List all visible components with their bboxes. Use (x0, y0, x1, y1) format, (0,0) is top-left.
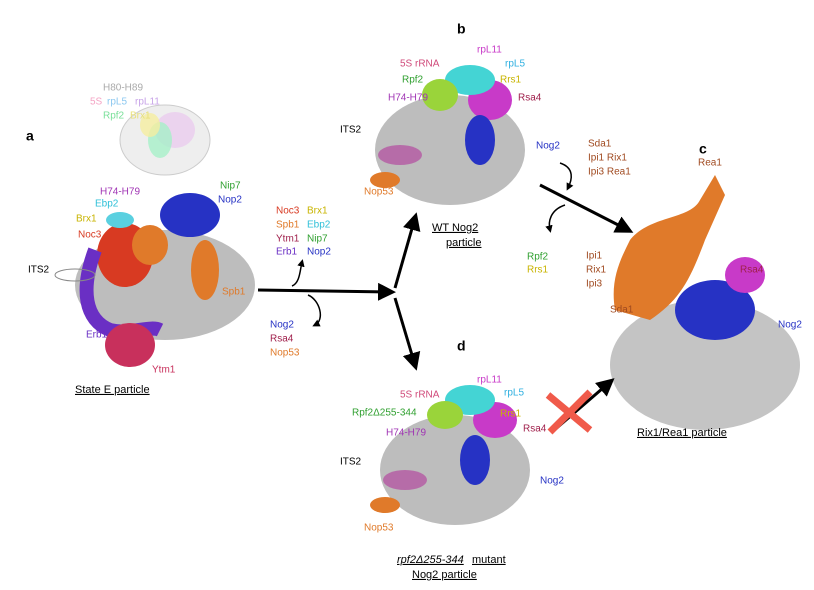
protein-label: Rrs1 (500, 409, 522, 420)
protein-label: rpL11 (477, 45, 502, 56)
protein-label: Sda1 (610, 305, 634, 316)
protein-label: Rrs1 (500, 75, 522, 86)
panel-letter: d (457, 338, 466, 354)
protein-label: Rpf2Δ255-344 (352, 408, 417, 419)
protein-label: Ebp2 (95, 199, 119, 210)
protein-label: Nop53 (364, 523, 394, 534)
joined-protein: Ipi3 Rea1 (588, 167, 631, 178)
caption: particle (446, 237, 481, 249)
protein-label: ITS2 (340, 125, 362, 136)
protein-label: 5S (90, 97, 103, 108)
protein-label: Nop2 (218, 195, 242, 206)
protein-label: H80-H89 (103, 83, 143, 94)
structure-d (370, 385, 530, 525)
panel-letter: a (26, 128, 34, 144)
panel-letter: c (699, 141, 707, 157)
caption: State E particle (75, 384, 150, 396)
protein-label: Spb1 (222, 287, 246, 298)
protein-label: ITS2 (340, 457, 362, 468)
protein-label: Rpf2 (103, 111, 125, 122)
released-protein: Nop2 (307, 247, 331, 258)
protein-label: Nop53 (364, 187, 394, 198)
protein-label: H74-H79 (388, 93, 428, 104)
protein-label: Rix1 (586, 265, 606, 276)
released-protein: Noc3 (276, 206, 300, 217)
caption: Rix1/Rea1 particle (637, 427, 727, 439)
blocked-mark (545, 389, 593, 435)
protein-label: rpL5 (504, 388, 524, 399)
joined-protein: Sda1 (588, 139, 612, 150)
protein-label: Ipi1 (586, 251, 603, 262)
released-protein: Ebp2 (307, 220, 331, 231)
protein-label: Rpf2 (402, 75, 424, 86)
structure-a (54, 104, 255, 367)
protein-label: Nog2 (536, 141, 560, 152)
released-protein: Brx1 (307, 206, 328, 217)
panel-letter: b (457, 21, 466, 37)
protein-label: Ytm1 (152, 365, 176, 376)
caption: mutant (472, 554, 506, 566)
protein-label: Nip7 (220, 181, 241, 192)
joined-protein: Nop53 (270, 348, 300, 359)
protein-label: rpL11 (135, 97, 160, 108)
protein-label: rpL11 (477, 375, 502, 386)
released-protein: Rrs1 (527, 265, 549, 276)
joined-protein: Rsa4 (270, 334, 294, 345)
caption: Nog2 particle (412, 569, 477, 581)
released-protein: Rpf2 (527, 252, 549, 263)
protein-label: H74-H79 (386, 428, 426, 439)
protein-label: Rsa4 (518, 93, 542, 104)
protein-label: Nog2 (778, 320, 802, 331)
protein-label: rpL5 (107, 97, 127, 108)
protein-label: 5S rRNA (400, 59, 440, 70)
joined-protein: Ipi1 Rix1 (588, 153, 627, 164)
protein-label: 5S rRNA (400, 390, 440, 401)
protein-label: Nog2 (540, 476, 564, 487)
protein-label: Erb1 (86, 330, 108, 341)
protein-label: Ipi3 (586, 279, 603, 290)
released-protein: Ytm1 (276, 234, 300, 245)
protein-label: Rea1 (698, 158, 722, 169)
protein-label: H74-H79 (100, 187, 140, 198)
protein-label: Rsa4 (523, 424, 547, 435)
protein-label: ITS2 (28, 265, 50, 276)
released-protein: Nip7 (307, 234, 328, 245)
structure-b (370, 65, 525, 205)
protein-label: Brx1 (130, 111, 151, 122)
caption: rpf2Δ255-344 (397, 554, 464, 566)
caption: WT Nog2 (432, 222, 478, 234)
released-protein: Spb1 (276, 220, 300, 231)
joined-protein: Nog2 (270, 320, 294, 331)
protein-label: Brx1 (76, 214, 97, 225)
structure-c (610, 175, 800, 430)
protein-label: Rsa4 (740, 265, 764, 276)
protein-label: rpL5 (505, 59, 525, 70)
released-protein: Erb1 (276, 247, 298, 258)
protein-label: Noc3 (78, 230, 102, 241)
